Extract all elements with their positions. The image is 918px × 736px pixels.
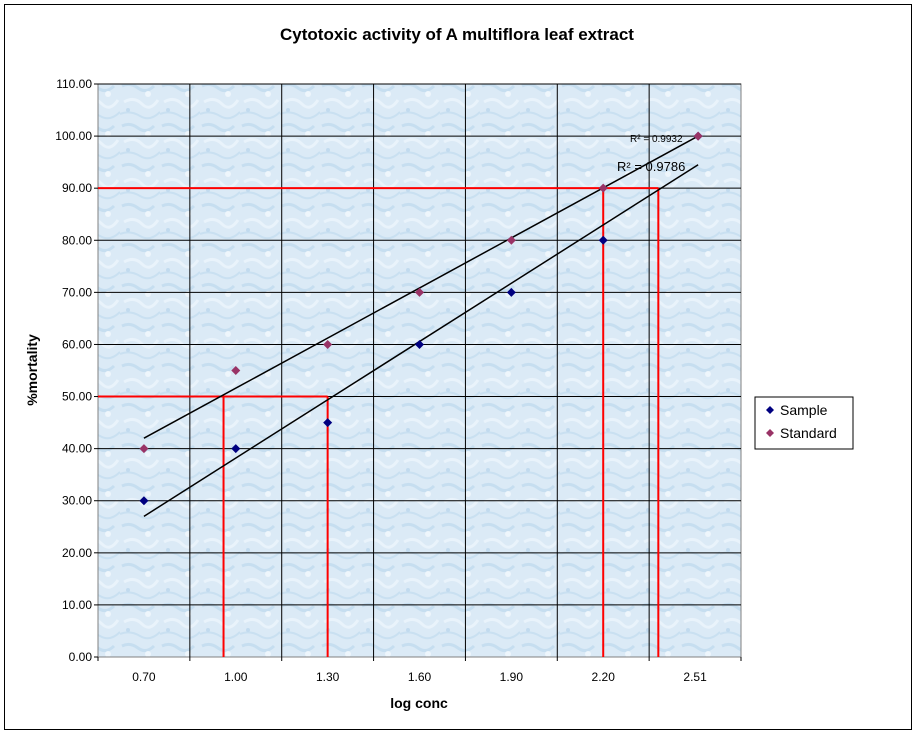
y-tick-label: 80.00 [62, 233, 92, 247]
x-tick-label: 2.51 [683, 670, 707, 684]
trendline-sample [143, 164, 699, 517]
r2-label-sample: R² = 0.9786 [617, 159, 685, 174]
reference-lines [98, 187, 660, 657]
x-tick-label: 1.60 [408, 670, 432, 684]
point-sample [231, 444, 241, 454]
y-tick-label: 110.00 [56, 77, 92, 91]
y-tick-label: 20.00 [62, 546, 92, 560]
x-tick-label: 1.90 [500, 670, 524, 684]
point-sample [139, 496, 149, 506]
point-sample [598, 235, 608, 245]
y-tick-label: 50.00 [62, 390, 92, 404]
point-standard [598, 183, 608, 193]
point-standard [231, 366, 241, 375]
legend-box [754, 396, 854, 450]
point-standard [506, 235, 516, 245]
point-sample [415, 339, 424, 349]
y-axis-label: %mortality [24, 334, 40, 406]
point-sample [506, 287, 516, 297]
y-tick-label: 100.00 [55, 129, 92, 143]
y-tick-label: 60.00 [62, 337, 92, 351]
point-standard [693, 131, 703, 141]
y-tick-label: 0.00 [69, 650, 93, 664]
x-axis-label: log conc [390, 695, 448, 711]
y-tick-label: 70.00 [62, 285, 92, 299]
legend-label-sample: Sample [780, 402, 828, 418]
point-standard [323, 339, 333, 349]
plot-area [97, 83, 742, 658]
y-tick-label: 10.00 [62, 598, 92, 612]
legend-marker-standard [766, 429, 774, 437]
svg-text:R² = 0.9932: R² = 0.9932 [630, 134, 683, 145]
x-axis-ticks: 0.70 1.00 1.30 1.60 1.90 2.20 2.51 [97, 657, 742, 684]
y-tick-label: 40.00 [62, 442, 92, 456]
y-tick-label: 90.00 [62, 181, 92, 195]
x-tick-label: 1.30 [316, 670, 340, 684]
legend-marker-sample [766, 406, 774, 414]
x-tick-label: 2.20 [592, 670, 616, 684]
r2-label-standard: R² = 0.9932 [630, 134, 683, 145]
point-sample [323, 418, 333, 428]
point-standard [139, 444, 149, 454]
legend: Sample Standard [754, 396, 854, 450]
svg-text:R² = 0.9786: R² = 0.9786 [617, 159, 685, 174]
y-tick-label: 30.00 [62, 494, 92, 508]
x-tick-label: 1.00 [224, 670, 248, 684]
data-points [139, 131, 703, 506]
point-standard [415, 287, 424, 297]
y-axis-ticks: 0.00 10.00 20.00 30.00 40.00 50.00 60.00 70.00 8… [55, 77, 98, 664]
chart-title: Cytotoxic activity of A multiflora leaf … [280, 25, 634, 44]
legend-label-standard: Standard [780, 425, 837, 441]
x-tick-label: 0.70 [132, 670, 156, 684]
